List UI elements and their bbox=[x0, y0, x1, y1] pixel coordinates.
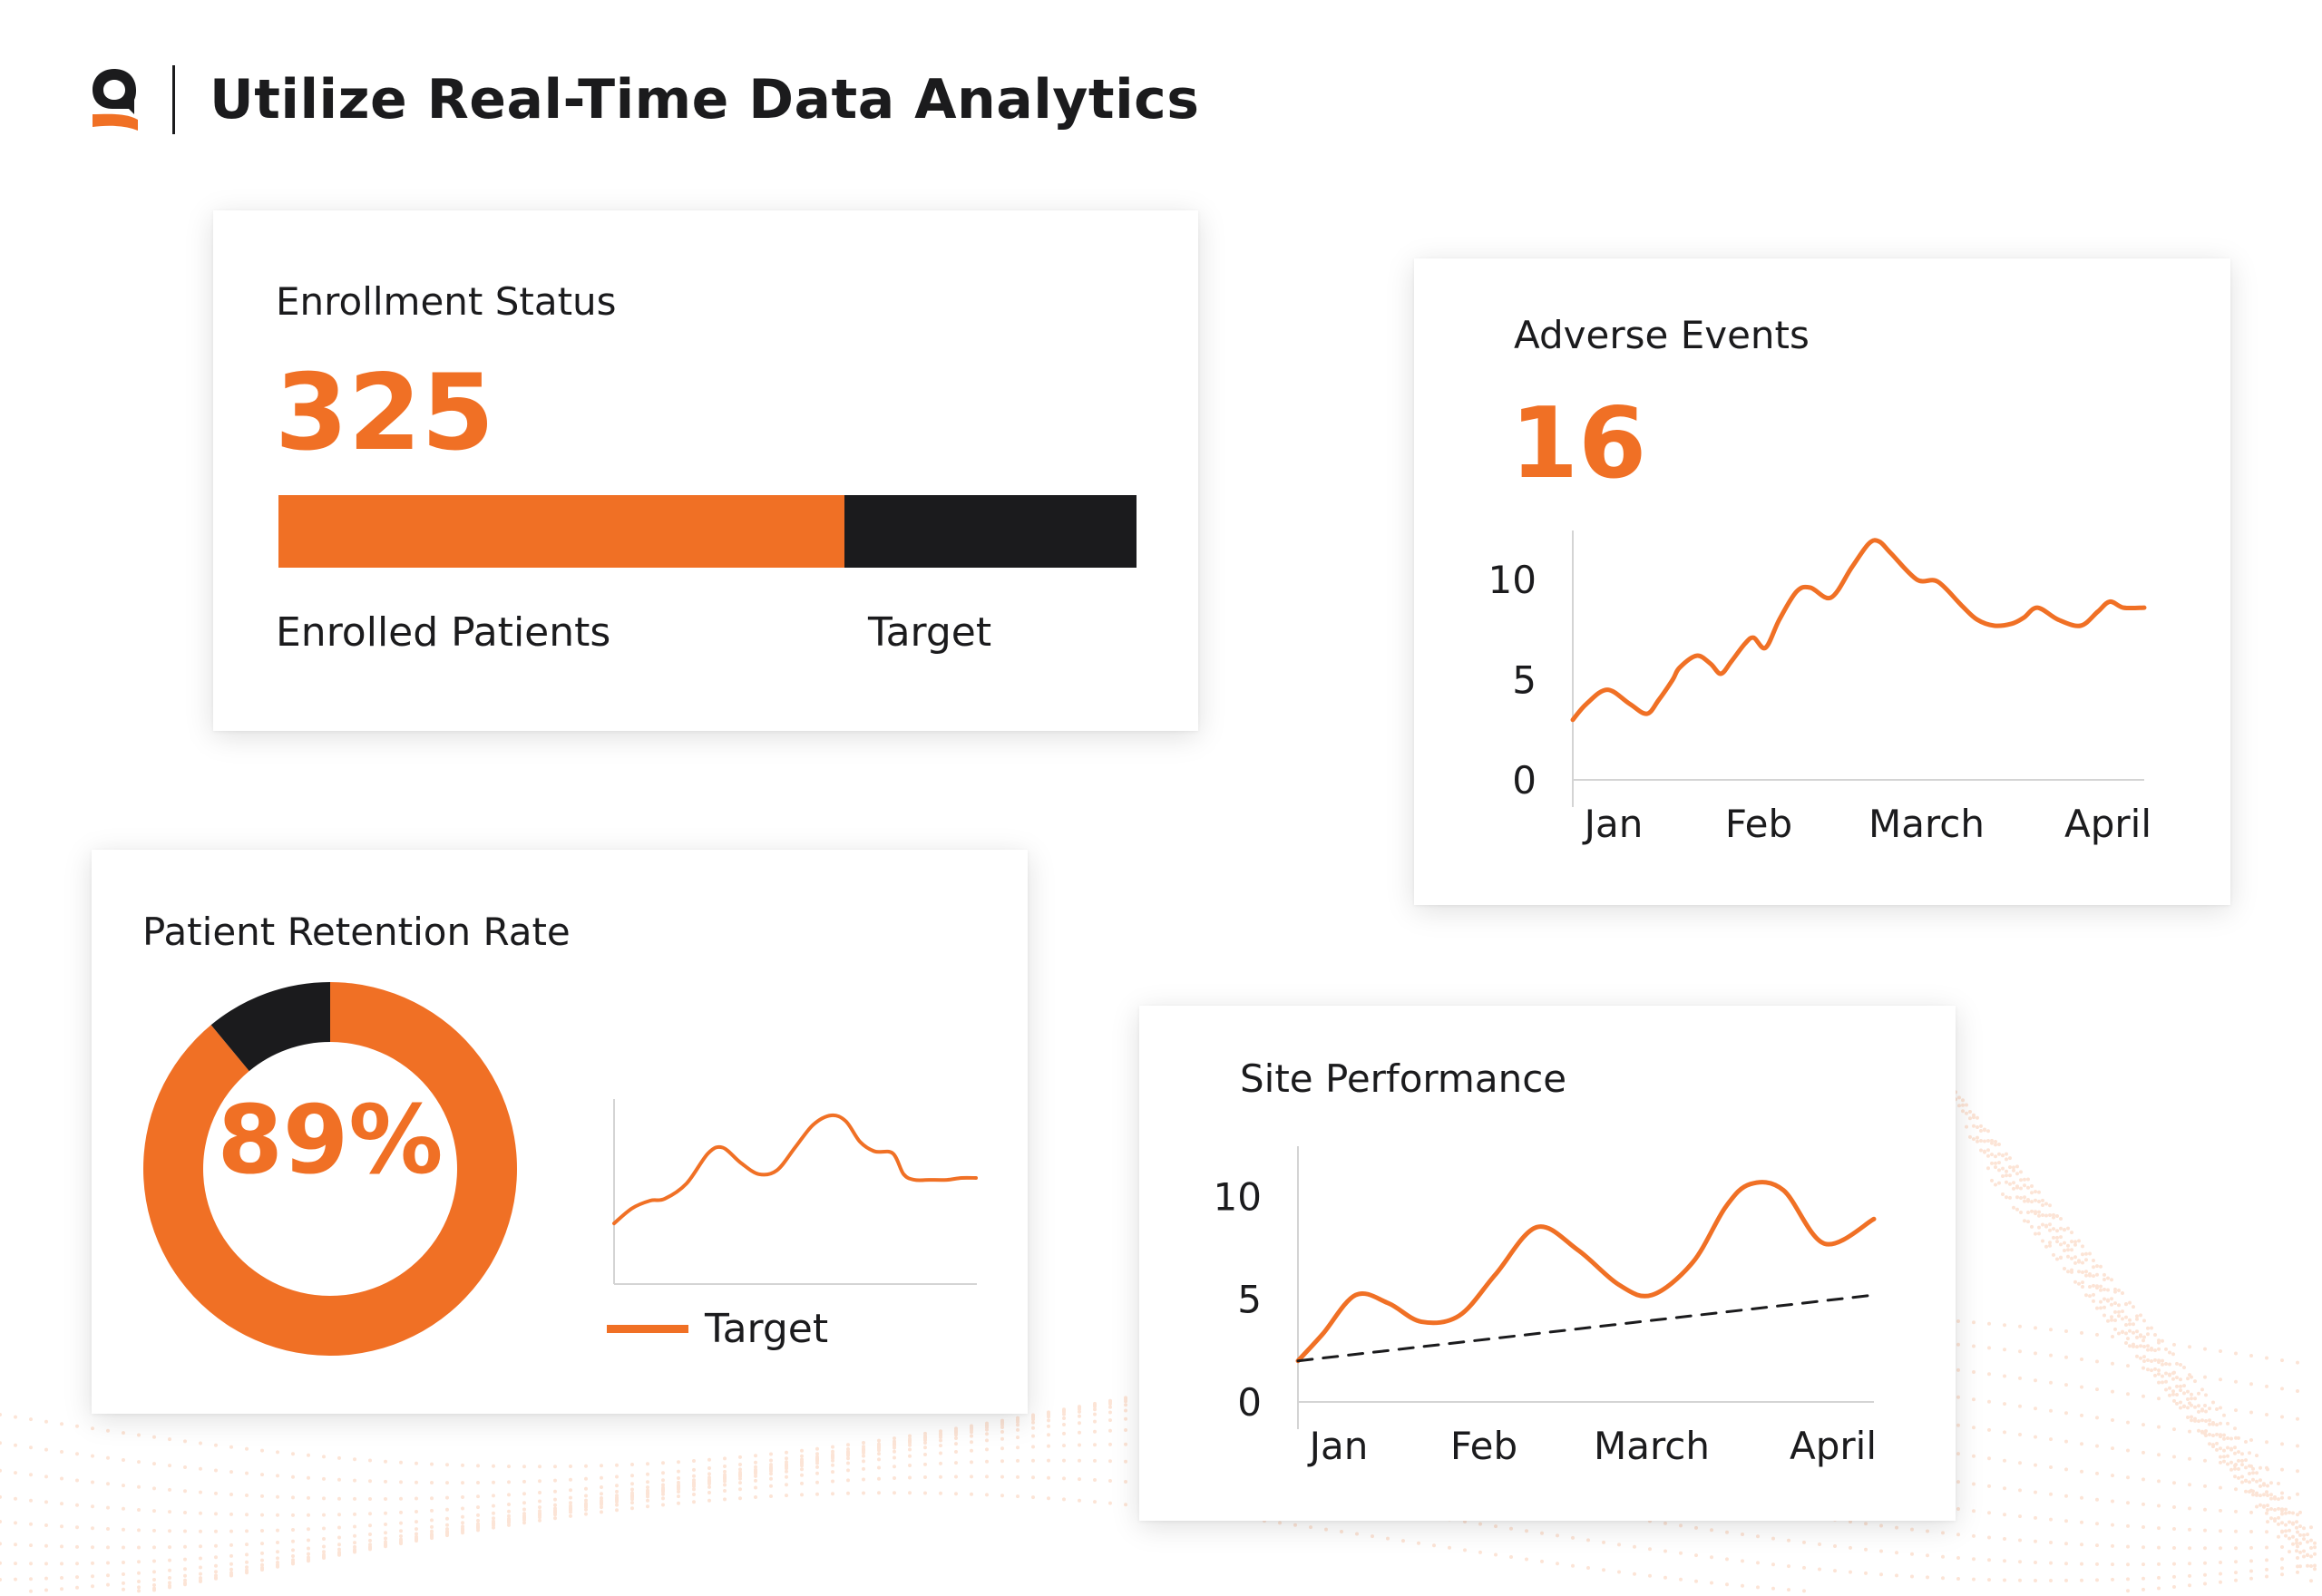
header-divider bbox=[172, 65, 175, 134]
adverse-events-card: Adverse Events 16 0 5 10 Jan Feb March April bbox=[1414, 258, 2230, 905]
series-line bbox=[1295, 1180, 1877, 1364]
x-tick-label: March bbox=[1868, 802, 1985, 846]
enrollment-progress-bar bbox=[278, 495, 1137, 568]
trend-baseline-line bbox=[1296, 1293, 1876, 1363]
x-tick-label: April bbox=[1790, 1424, 1877, 1468]
retention-charts: 89% Target bbox=[143, 982, 978, 1356]
retention-card-title: Patient Retention Rate bbox=[142, 910, 571, 954]
patient-retention-card: Patient Retention Rate 89% Target bbox=[92, 850, 1028, 1414]
x-tick-label: March bbox=[1594, 1424, 1710, 1468]
adverse-events-count: 16 bbox=[1510, 387, 1647, 501]
page-title: Utilize Real-Time Data Analytics bbox=[210, 68, 1200, 131]
y-tick-label: 10 bbox=[1214, 1174, 1262, 1219]
site-performance-line-chart: 0 5 10 Jan Feb March April bbox=[1214, 1146, 1877, 1468]
enrollment-card-title: Enrollment Status bbox=[276, 279, 617, 324]
legend-target-label: Target bbox=[704, 1306, 828, 1352]
legend-swatch bbox=[607, 1325, 688, 1333]
y-tick-label: 5 bbox=[1237, 1278, 1262, 1322]
brand-q-logo-icon bbox=[93, 69, 138, 131]
enrolled-patients-label: Enrolled Patients bbox=[276, 609, 611, 656]
adverse-events-title: Adverse Events bbox=[1514, 313, 1810, 357]
y-tick-label: 0 bbox=[1512, 758, 1537, 803]
page-header: Utilize Real-Time Data Analytics bbox=[89, 62, 1199, 138]
y-tick-label: 10 bbox=[1488, 558, 1537, 602]
series-line bbox=[612, 1113, 978, 1226]
enrollment-progress-fill bbox=[278, 495, 845, 568]
site-performance-title: Site Performance bbox=[1240, 1056, 1567, 1101]
y-tick-label: 0 bbox=[1237, 1380, 1262, 1425]
enrollment-status-card: Enrollment Status 325 Enrolled Patients … bbox=[213, 210, 1198, 731]
retention-trend-chart bbox=[612, 1099, 978, 1285]
site-performance-card: Site Performance 0 5 10 Jan Feb March April bbox=[1139, 1006, 1956, 1521]
y-tick-label: 5 bbox=[1512, 658, 1537, 703]
retention-rate-value: 89% bbox=[218, 1085, 444, 1195]
donut-slice bbox=[143, 982, 518, 1356]
target-label: Target bbox=[868, 609, 992, 656]
x-tick-label: Jan bbox=[1582, 802, 1644, 846]
donut-slice bbox=[210, 982, 330, 1072]
x-tick-label: Jan bbox=[1307, 1424, 1369, 1468]
retention-donut-chart bbox=[143, 982, 518, 1356]
enrollment-count: 325 bbox=[275, 352, 495, 474]
series-line bbox=[1570, 538, 2147, 723]
x-tick-label: Feb bbox=[1725, 802, 1792, 846]
x-tick-label: April bbox=[2064, 802, 2151, 846]
adverse-events-line-chart: 0 5 10 Jan Feb March April bbox=[1488, 530, 2151, 846]
x-tick-label: Feb bbox=[1450, 1424, 1517, 1468]
